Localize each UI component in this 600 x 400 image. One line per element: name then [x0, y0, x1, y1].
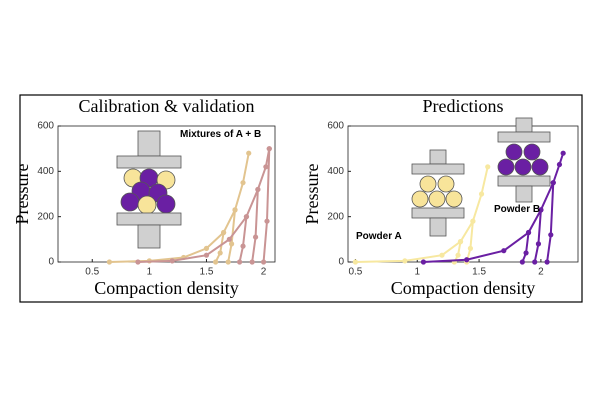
data-point	[236, 259, 243, 265]
x-tick-label: 1.5	[472, 267, 486, 278]
data-point	[246, 150, 252, 156]
annotation: Powder B	[494, 204, 540, 215]
x-tick-label: 1	[414, 267, 420, 278]
y-tick-label: 200	[37, 211, 54, 222]
data-point	[240, 243, 246, 249]
data-point	[464, 257, 470, 263]
data-point	[266, 146, 272, 152]
x-axis-label: Compaction density	[391, 278, 535, 298]
x-tick-label: 0.5	[85, 267, 99, 278]
data-point	[532, 259, 538, 265]
x-tick-label: 1	[147, 267, 153, 278]
press-icon-powder-b	[497, 117, 551, 203]
x-tick-label: 1.5	[200, 267, 214, 278]
press-icon-mixture	[116, 130, 182, 249]
data-point	[556, 161, 563, 168]
data-point	[260, 259, 267, 265]
data-point	[467, 245, 474, 251]
figure-frame	[19, 94, 583, 303]
data-point	[420, 259, 427, 265]
data-point	[352, 259, 359, 265]
y-tick-label: 0	[338, 257, 344, 268]
data-point	[560, 150, 566, 156]
data-point	[478, 191, 485, 197]
data-point	[519, 259, 525, 265]
data-point	[485, 164, 491, 170]
series-line	[109, 153, 250, 263]
y-tick-label: 600	[37, 121, 54, 132]
series-line	[423, 152, 565, 263]
data-point	[252, 234, 259, 240]
data-point	[255, 186, 261, 193]
data-point	[535, 241, 542, 247]
chart-title: Predictions	[423, 96, 504, 116]
data-point	[135, 259, 141, 265]
data-point	[106, 259, 112, 265]
data-point	[457, 239, 464, 245]
data-point	[225, 259, 231, 265]
y-tick-label: 600	[327, 121, 344, 132]
data-point	[203, 245, 210, 251]
data-point	[544, 259, 550, 265]
data-point	[501, 248, 507, 254]
x-tick-label: 2	[261, 267, 267, 278]
data-point	[221, 229, 227, 236]
data-point	[217, 250, 223, 256]
data-point	[243, 214, 250, 220]
x-tick-label: 0.5	[348, 267, 362, 278]
data-point	[538, 207, 544, 213]
y-axis-label: Pressure	[12, 164, 32, 225]
x-tick-label: 2	[538, 267, 544, 278]
press-icon-powder-a	[411, 149, 465, 237]
y-axis-label: Pressure	[302, 164, 322, 225]
data-point	[402, 258, 408, 264]
y-tick-label: 200	[327, 211, 344, 222]
data-point	[226, 236, 232, 242]
annotation: Mixtures of A + B	[180, 129, 261, 140]
data-point	[439, 252, 445, 258]
chart-title: Calibration & validation	[79, 96, 255, 116]
data-point	[525, 229, 532, 236]
data-point	[232, 207, 238, 213]
data-point	[229, 241, 235, 247]
data-point	[523, 250, 529, 256]
annotation: Powder A	[356, 231, 402, 242]
data-point	[455, 252, 461, 258]
data-point	[213, 259, 219, 265]
y-tick-label: 400	[37, 166, 54, 177]
data-point	[548, 232, 554, 238]
data-point	[240, 180, 246, 186]
data-point	[169, 258, 175, 264]
data-point	[550, 180, 556, 186]
series-line	[137, 148, 271, 263]
x-axis-label: Compaction density	[94, 278, 238, 298]
data-point	[249, 259, 255, 265]
y-tick-label: 400	[327, 166, 344, 177]
data-point	[264, 218, 270, 224]
data-point	[203, 252, 210, 258]
data-point	[263, 164, 269, 170]
y-tick-label: 0	[48, 257, 54, 268]
data-point	[470, 218, 476, 224]
